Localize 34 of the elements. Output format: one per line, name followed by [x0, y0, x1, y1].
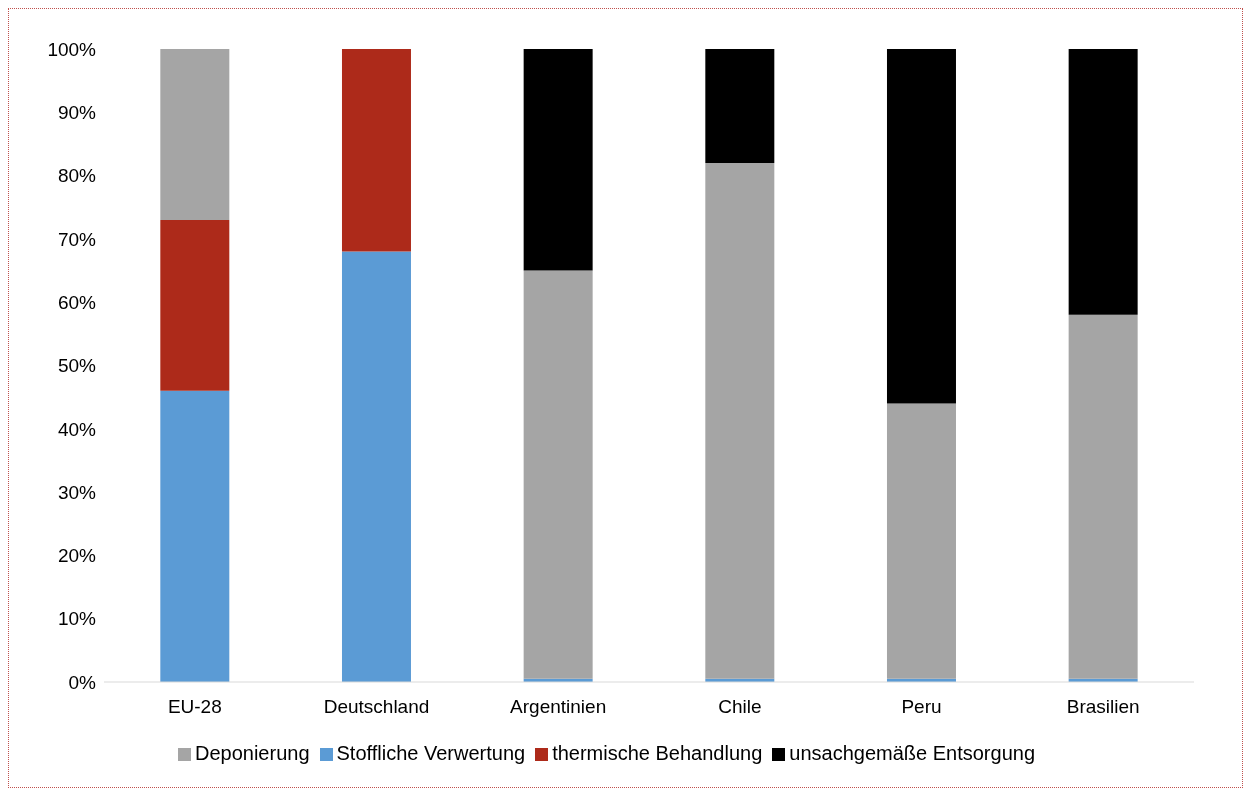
x-tick-label: Chile: [718, 696, 762, 718]
y-tick-label: 40%: [57, 418, 97, 440]
x-tick-label: EU-28: [167, 696, 222, 718]
y-tick-label: 70%: [57, 228, 97, 250]
bar: [160, 390, 230, 682]
bar: [341, 49, 411, 252]
bar: [886, 49, 956, 404]
bar: [1068, 49, 1138, 315]
legend-label: Stoffliche Verwertung: [336, 742, 526, 764]
legend-label: unsachgemäße Entsorgung: [789, 742, 1036, 764]
y-tick-label: 0%: [68, 671, 97, 693]
y-tick-label: 80%: [57, 165, 97, 187]
bar: [705, 162, 775, 679]
bar: [341, 251, 411, 682]
y-tick-label: 60%: [57, 291, 97, 313]
y-tick-label: 50%: [57, 355, 97, 377]
x-tick-label: Deutschland: [323, 696, 430, 718]
y-tick-label: 10%: [57, 608, 97, 630]
bar: [160, 49, 230, 220]
x-tick-label: Brasilien: [1066, 696, 1140, 718]
bar: [523, 270, 593, 679]
x-tick-label: Peru: [901, 696, 942, 718]
legend-label: Deponierung: [194, 742, 310, 764]
y-tick-label: 90%: [57, 102, 97, 124]
bar: [523, 49, 593, 271]
bar: [1068, 314, 1138, 679]
bar: [160, 219, 230, 391]
y-tick-label: 100%: [47, 38, 97, 60]
bar: [886, 403, 956, 679]
legend-label: thermische Behandlung: [552, 742, 763, 764]
x-tick-label: Argentinien: [510, 696, 607, 718]
y-tick-label: 30%: [57, 481, 97, 503]
y-tick-label: 20%: [57, 545, 97, 567]
bar: [705, 49, 775, 163]
